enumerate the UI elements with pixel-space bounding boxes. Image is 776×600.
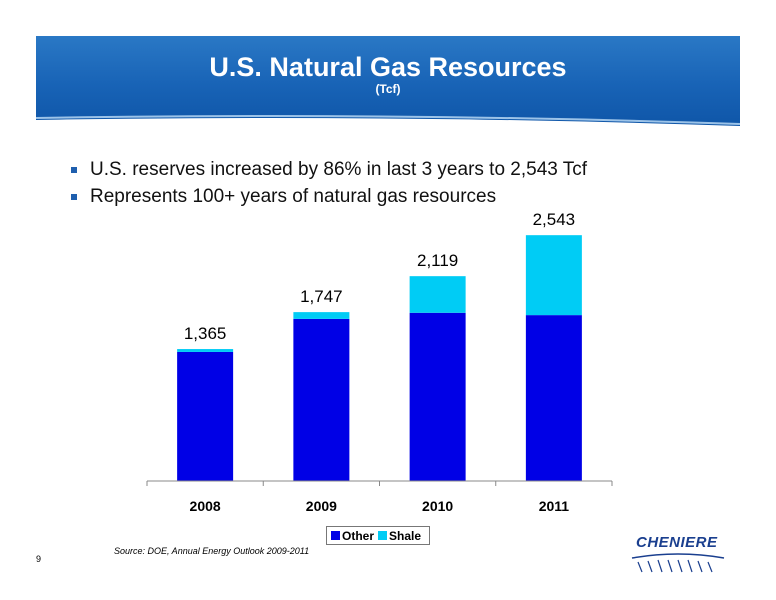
- legend-label-other: Other: [342, 528, 375, 543]
- legend-swatch-other: [331, 531, 340, 540]
- bar-other-2008: [177, 351, 234, 481]
- bar-shale-2008: [177, 349, 234, 352]
- bar-shale-2010: [409, 276, 466, 313]
- cheniere-logo: CHENIERE: [628, 534, 728, 574]
- legend-label-shale: Shale: [389, 528, 422, 543]
- bar-shale-2009: [293, 312, 350, 319]
- x-tick-label-2008: 2008: [190, 498, 221, 514]
- bullet-text: U.S. reserves increased by 86% in last 3…: [90, 159, 588, 180]
- bar-other-2011: [525, 315, 582, 481]
- bullet-text: Represents 100+ years of natural gas res…: [90, 186, 497, 207]
- bar-other-2009: [293, 318, 350, 481]
- slide-subtitle: (Tcf): [375, 82, 401, 96]
- banner-curve-decoration: [36, 115, 740, 126]
- bullet-item: U.S. reserves increased by 86% in last 3…: [68, 156, 587, 183]
- page-number: 9: [36, 554, 42, 564]
- logo-text: CHENIERE: [636, 534, 718, 551]
- x-tick-label-2010: 2010: [422, 498, 453, 514]
- bullet-square-icon: [71, 167, 77, 173]
- bullet-list: U.S. reserves increased by 86% in last 3…: [68, 156, 587, 210]
- bullet-square-icon: [71, 194, 77, 200]
- slide-title: U.S. Natural Gas Resources: [209, 52, 567, 82]
- data-label-total-2008: 1,365: [184, 324, 227, 343]
- data-label-total-2009: 1,747: [300, 287, 343, 306]
- chart-legend: Other Shale: [326, 526, 431, 545]
- bar-shale-2011: [525, 235, 582, 316]
- x-tick-label-2011: 2011: [539, 498, 570, 514]
- bullet-item: Represents 100+ years of natural gas res…: [68, 183, 587, 210]
- data-label-total-2011: 2,543: [533, 210, 576, 229]
- legend-swatch-shale: [378, 531, 388, 540]
- x-tick-label-2009: 2009: [306, 498, 337, 514]
- bar-other-2010: [409, 312, 466, 481]
- source-note: Source: DOE, Annual Energy Outlook 2009-…: [114, 546, 310, 556]
- title-banner: [36, 36, 740, 126]
- legend-item-other: Other: [331, 529, 374, 543]
- data-label-total-2010: 2,119: [417, 251, 458, 270]
- logo-swoosh-icon: [631, 553, 725, 573]
- legend-item-shale: Shale: [378, 529, 421, 543]
